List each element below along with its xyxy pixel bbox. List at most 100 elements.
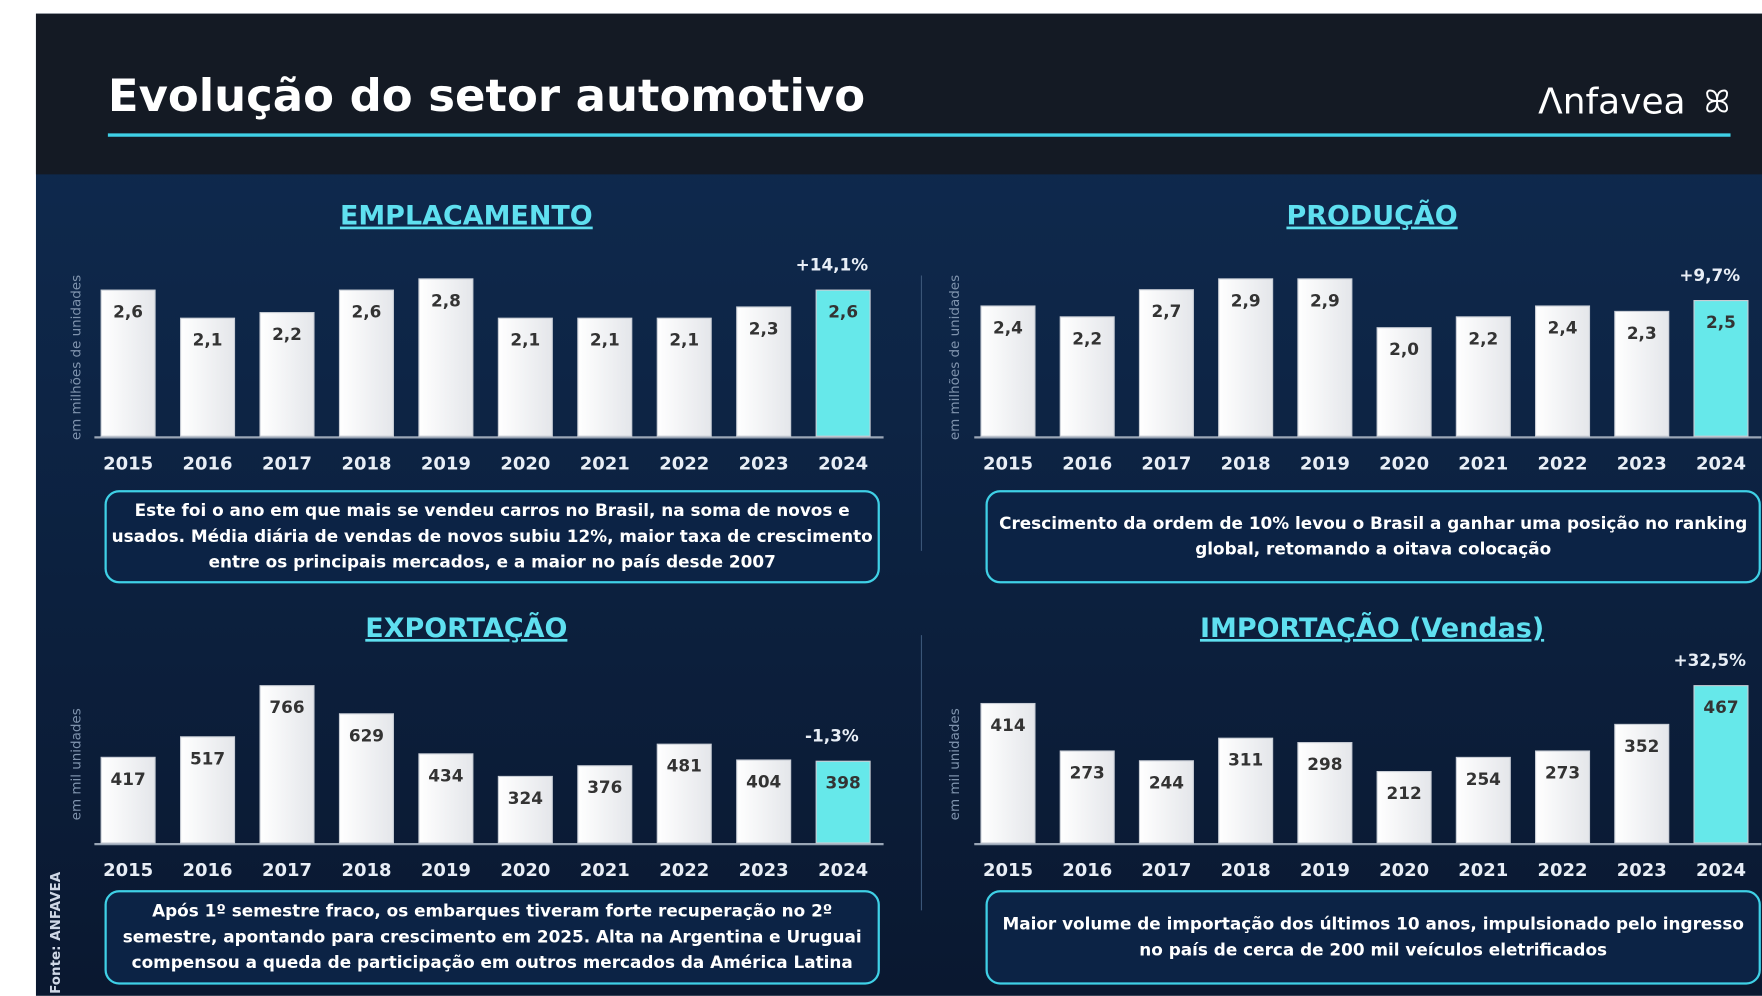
value-label: 273 — [1070, 762, 1105, 782]
bar — [1218, 278, 1274, 437]
x-tick-label: 2024 — [818, 453, 868, 474]
x-tick-label: 2022 — [659, 860, 709, 881]
bar — [1535, 750, 1591, 844]
header-background — [35, 13, 1762, 175]
value-label: 434 — [428, 765, 463, 785]
value-label: 2,2 — [272, 324, 302, 344]
bar — [577, 317, 633, 437]
note-text: no país de cerca de 200 mil veículos ele… — [1139, 939, 1607, 959]
value-label: 212 — [1387, 783, 1422, 803]
value-label: 324 — [508, 788, 543, 808]
chart-title: EMPLACAMENTO — [340, 201, 593, 232]
value-label: 2,6 — [352, 302, 382, 322]
bar — [100, 756, 156, 844]
x-tick-label: 2018 — [1221, 453, 1271, 474]
logo: Λnfavea — [1538, 82, 1685, 123]
note-box — [985, 890, 1761, 985]
note-box — [104, 890, 880, 985]
x-tick-label: 2017 — [262, 453, 312, 474]
x-tick-label: 2020 — [1379, 860, 1429, 881]
value-label: 2,4 — [993, 317, 1023, 337]
x-tick-label: 2016 — [183, 453, 233, 474]
value-label: 2,8 — [431, 290, 461, 310]
x-tick-label: 2024 — [1696, 860, 1746, 881]
value-label: 2,5 — [1706, 312, 1736, 332]
logo-icon: ꕤ — [1704, 85, 1730, 121]
bar — [980, 702, 1036, 844]
value-label: 2,1 — [193, 330, 223, 350]
x-tick-label: 2021 — [580, 453, 630, 474]
slide-title: Evolução do setor automotivo — [108, 69, 865, 122]
x-tick-label: 2019 — [1300, 453, 1350, 474]
note-text: Maior volume de importação dos últimos 1… — [1002, 913, 1744, 933]
value-label: 2,2 — [1072, 328, 1102, 348]
bar — [338, 289, 394, 437]
bar — [577, 765, 633, 844]
chart-title: IMPORTAÇÃO (Vendas) — [1200, 612, 1544, 644]
value-label: 2,4 — [1548, 317, 1578, 337]
x-tick-label: 2017 — [1141, 453, 1191, 474]
bar — [1138, 760, 1194, 844]
note-text: usados. Média diária de vendas de novos … — [112, 526, 873, 546]
value-label: 766 — [269, 697, 304, 717]
value-label: 467 — [1703, 697, 1738, 717]
value-label: 376 — [587, 777, 622, 797]
bar — [180, 736, 236, 844]
x-tick-label: 2015 — [103, 860, 153, 881]
x-tick-label: 2019 — [421, 860, 471, 881]
value-label: 2,2 — [1468, 328, 1498, 348]
bar — [656, 317, 712, 437]
bar — [259, 685, 315, 844]
bar — [656, 743, 712, 844]
bar — [1455, 316, 1511, 437]
y-axis-label: em milhões de unidades — [68, 275, 84, 440]
value-label: 517 — [190, 748, 225, 768]
y-axis-label: em mil unidades — [947, 708, 963, 820]
note-text: global, retomando a oitava colocação — [1195, 539, 1551, 559]
x-tick-label: 2019 — [1300, 860, 1350, 881]
bar — [1693, 685, 1749, 844]
x-tick-label: 2015 — [983, 860, 1033, 881]
value-label: 2,3 — [1627, 323, 1657, 343]
bar — [1376, 327, 1432, 437]
bar — [338, 713, 394, 844]
value-label: 398 — [826, 773, 861, 793]
value-label: 2,1 — [669, 330, 699, 350]
bar — [1376, 771, 1432, 844]
y-axis-label: em mil unidades — [68, 708, 84, 820]
bar — [736, 759, 792, 844]
x-tick-label: 2018 — [1221, 860, 1271, 881]
bar — [418, 753, 474, 844]
value-label: 417 — [111, 769, 146, 789]
x-tick-label: 2021 — [1458, 453, 1508, 474]
x-tick-label: 2023 — [739, 860, 789, 881]
note-box — [104, 490, 880, 584]
bar — [1059, 316, 1115, 437]
value-label: 481 — [667, 756, 702, 776]
x-tick-label: 2021 — [1458, 860, 1508, 881]
x-tick-label: 2017 — [262, 860, 312, 881]
bar — [1614, 723, 1670, 844]
value-label: 298 — [1307, 754, 1342, 774]
bar — [1297, 742, 1353, 844]
bar — [259, 312, 315, 437]
x-tick-label: 2024 — [818, 860, 868, 881]
note-text: Após 1º semestre fraco, os embarques tiv… — [152, 901, 832, 921]
bar — [1455, 756, 1511, 844]
x-tick-label: 2016 — [1062, 453, 1112, 474]
bar — [1297, 278, 1353, 437]
value-label: 244 — [1149, 772, 1184, 792]
x-tick-label: 2016 — [183, 860, 233, 881]
note-text: Crescimento da ordem de 10% levou o Bras… — [999, 513, 1747, 533]
chart-title: PRODUÇÃO — [1286, 200, 1457, 232]
note-text: semestre, apontando para crescimento em … — [123, 926, 862, 946]
value-label: 311 — [1228, 750, 1263, 770]
annotation: +32,5% — [1673, 650, 1746, 670]
value-label: 2,9 — [1231, 290, 1261, 310]
annotation: +9,7% — [1679, 265, 1740, 285]
chart-title: EXPORTAÇÃO — [365, 612, 567, 644]
x-tick-label: 2021 — [580, 860, 630, 881]
bar — [980, 305, 1036, 437]
bar — [180, 317, 236, 437]
